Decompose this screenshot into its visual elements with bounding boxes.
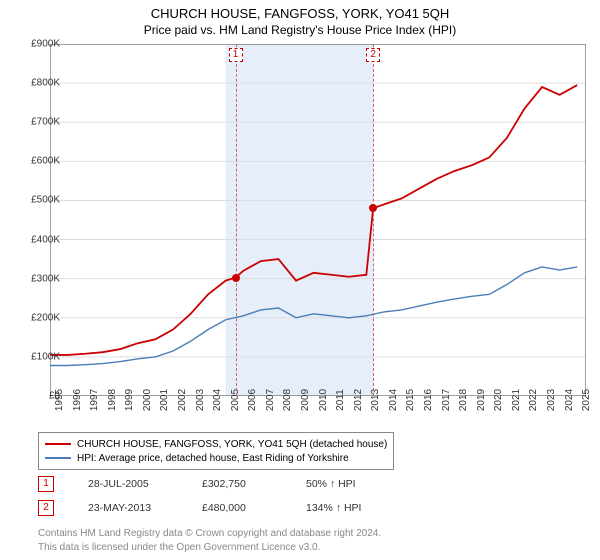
x-tick-label: 2013	[370, 389, 381, 411]
footnote-1: Contains HM Land Registry data © Crown c…	[38, 528, 381, 539]
y-tick-label: £800K	[10, 78, 60, 89]
x-tick-label: 2007	[265, 389, 276, 411]
sale-marker-1: 1	[38, 476, 54, 492]
sale-dot	[369, 204, 377, 212]
sale-badge: 2	[366, 48, 380, 62]
legend-label-hpi: HPI: Average price, detached house, East…	[77, 453, 349, 464]
legend: CHURCH HOUSE, FANGFOSS, YORK, YO41 5QH (…	[38, 432, 394, 470]
x-tick-label: 2001	[159, 389, 170, 411]
sale-marker-2: 2	[38, 500, 54, 516]
x-tick-label: 2021	[511, 389, 522, 411]
x-tick-label: 2020	[493, 389, 504, 411]
legend-row-property: CHURCH HOUSE, FANGFOSS, YORK, YO41 5QH (…	[45, 437, 387, 451]
sale-date-1: 28-JUL-2005	[88, 478, 168, 490]
y-tick-label: £400K	[10, 234, 60, 245]
x-tick-label: 1998	[107, 389, 118, 411]
sale-row-1: 1 28-JUL-2005 £302,750 50% ↑ HPI	[38, 476, 356, 492]
chart-title: CHURCH HOUSE, FANGFOSS, YORK, YO41 5QH	[0, 0, 600, 21]
x-tick-label: 2006	[247, 389, 258, 411]
y-tick-label: £700K	[10, 117, 60, 128]
x-tick-label: 2024	[564, 389, 575, 411]
legend-label-property: CHURCH HOUSE, FANGFOSS, YORK, YO41 5QH (…	[77, 439, 387, 450]
x-tick-label: 1996	[72, 389, 83, 411]
chart-subtitle: Price paid vs. HM Land Registry's House …	[0, 21, 600, 37]
x-tick-label: 2025	[581, 389, 592, 411]
x-tick-label: 2016	[423, 389, 434, 411]
y-tick-label: £0	[10, 391, 60, 402]
y-tick-label: £300K	[10, 273, 60, 284]
footnote-2: This data is licensed under the Open Gov…	[38, 542, 320, 553]
x-tick-label: 2011	[335, 389, 346, 411]
x-tick-label: 2002	[177, 389, 188, 411]
y-tick-label: £500K	[10, 195, 60, 206]
chart-svg	[50, 44, 586, 396]
sale-price-2: £480,000	[202, 502, 272, 514]
x-tick-label: 1995	[54, 389, 65, 411]
legend-swatch-hpi	[45, 457, 71, 459]
x-tick-label: 2018	[458, 389, 469, 411]
x-tick-label: 2019	[476, 389, 487, 411]
x-tick-label: 2003	[195, 389, 206, 411]
x-tick-label: 1999	[124, 389, 135, 411]
y-tick-label: £900K	[10, 39, 60, 50]
sale-hpi-1: 50% ↑ HPI	[306, 478, 356, 490]
x-tick-label: 2004	[212, 389, 223, 411]
x-tick-label: 2017	[441, 389, 452, 411]
x-tick-label: 2014	[388, 389, 399, 411]
legend-swatch-property	[45, 443, 71, 445]
sale-date-2: 23-MAY-2013	[88, 502, 168, 514]
y-tick-label: £200K	[10, 312, 60, 323]
y-tick-label: £100K	[10, 351, 60, 362]
sale-row-2: 2 23-MAY-2013 £480,000 134% ↑ HPI	[38, 500, 361, 516]
chart-area: 12	[50, 44, 586, 396]
x-tick-label: 1997	[89, 389, 100, 411]
x-tick-label: 2008	[282, 389, 293, 411]
x-tick-label: 2022	[528, 389, 539, 411]
x-tick-label: 2000	[142, 389, 153, 411]
x-tick-label: 2012	[353, 389, 364, 411]
x-tick-label: 2010	[318, 389, 329, 411]
x-tick-label: 2009	[300, 389, 311, 411]
x-tick-label: 2023	[546, 389, 557, 411]
y-tick-label: £600K	[10, 156, 60, 167]
sale-dot	[232, 274, 240, 282]
sale-badge: 1	[229, 48, 243, 62]
x-tick-label: 2015	[405, 389, 416, 411]
sale-price-1: £302,750	[202, 478, 272, 490]
legend-row-hpi: HPI: Average price, detached house, East…	[45, 451, 387, 465]
sale-hpi-2: 134% ↑ HPI	[306, 502, 361, 514]
